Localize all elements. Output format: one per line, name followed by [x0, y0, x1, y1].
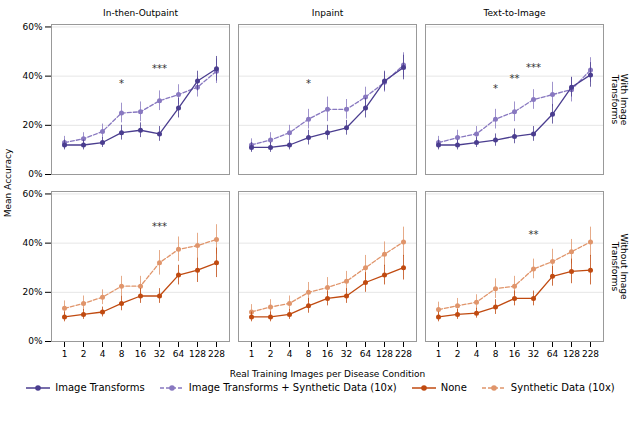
svg-text:228: 228: [208, 349, 225, 359]
html-text:Synthetic Data (10x): Synthetic Data (10x): [510, 382, 615, 393]
html-text:Image Transforms: Image Transforms: [55, 382, 145, 393]
svg-text:60%: 60%: [22, 189, 42, 199]
html-text:None: None: [440, 382, 467, 393]
html-text:Image Transforms + Synthetic D: Image Transforms + Synthetic Data (10x): [188, 382, 397, 393]
svg-text:***: ***: [526, 62, 541, 73]
svg-text:32: 32: [341, 349, 352, 359]
svg-text:2: 2: [268, 349, 274, 359]
svg-text:0%: 0%: [28, 169, 43, 179]
svg-text:40%: 40%: [22, 238, 42, 248]
svg-text:16: 16: [509, 349, 521, 359]
svg-text:32: 32: [528, 349, 539, 359]
svg-text:20%: 20%: [22, 287, 42, 297]
svg-text:2: 2: [81, 349, 87, 359]
svg-text:16: 16: [322, 349, 334, 359]
svg-text:In-then-Outpaint: In-then-Outpaint: [103, 8, 178, 18]
svg-text:With ImageTransforms: With ImageTransforms: [610, 74, 629, 126]
svg-text:Mean Accuracy: Mean Accuracy: [3, 148, 13, 217]
svg-text:1: 1: [436, 349, 442, 359]
svg-text:8: 8: [493, 349, 499, 359]
svg-text:0%: 0%: [28, 336, 43, 346]
svg-text:228: 228: [395, 349, 412, 359]
svg-text:**: **: [529, 229, 539, 240]
svg-text:**: **: [510, 73, 520, 84]
svg-text:Text-to-Image: Text-to-Image: [482, 8, 546, 18]
svg-text:60%: 60%: [22, 22, 42, 32]
svg-text:***: ***: [152, 221, 167, 232]
svg-text:228: 228: [582, 349, 599, 359]
svg-text:8: 8: [306, 349, 312, 359]
svg-text:2: 2: [455, 349, 461, 359]
svg-text:*: *: [493, 83, 498, 94]
svg-text:8: 8: [119, 349, 125, 359]
svg-text:32: 32: [154, 349, 165, 359]
svg-text:Without ImageTransforms: Without ImageTransforms: [610, 233, 629, 300]
svg-text:4: 4: [100, 349, 106, 359]
svg-text:128: 128: [563, 349, 580, 359]
svg-text:16: 16: [135, 349, 147, 359]
svg-text:4: 4: [474, 349, 480, 359]
svg-text:64: 64: [547, 349, 559, 359]
svg-text:*: *: [306, 78, 311, 89]
svg-text:20%: 20%: [22, 120, 42, 130]
svg-text:64: 64: [360, 349, 372, 359]
svg-text:Real Training Images per Disea: Real Training Images per Disease Conditi…: [230, 369, 425, 379]
svg-text:1: 1: [249, 349, 255, 359]
svg-text:Inpaint: Inpaint: [312, 8, 344, 18]
svg-text:*: *: [119, 78, 124, 89]
svg-text:***: ***: [152, 63, 167, 74]
svg-text:128: 128: [189, 349, 206, 359]
svg-text:64: 64: [173, 349, 185, 359]
svg-text:128: 128: [376, 349, 393, 359]
svg-text:4: 4: [287, 349, 293, 359]
svg-text:40%: 40%: [22, 71, 42, 81]
svg-text:1: 1: [62, 349, 68, 359]
